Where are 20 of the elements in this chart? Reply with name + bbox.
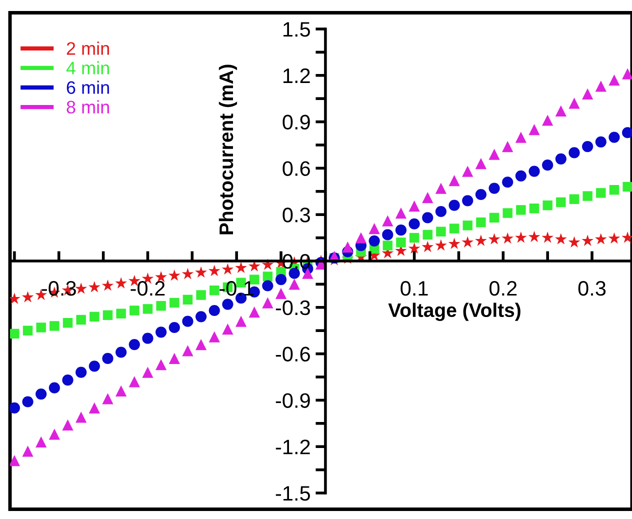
- y-tick-label: -1.2: [276, 440, 310, 454]
- x-tick-label: 0.2: [489, 280, 517, 296]
- y-tick-label: 0.3: [282, 208, 310, 222]
- y-tick-label: -0.3: [276, 300, 310, 316]
- x-tick-label: 0.3: [578, 280, 606, 296]
- y-tick-label: 0.6: [282, 161, 310, 176]
- x-tick-label: -0.2: [130, 280, 165, 296]
- y-tick-label: -0.6: [276, 346, 310, 362]
- y-tick-label: 0.9: [282, 114, 310, 130]
- legend-label: 4 min: [66, 61, 109, 74]
- y-tick-label: 1.5: [283, 22, 310, 37]
- legend-label: 2 min: [66, 42, 109, 55]
- x-axis-title: Voltage (Volts): [388, 302, 520, 321]
- y-tick-label: -0.9: [276, 393, 310, 408]
- x-tick-label: 0.1: [400, 280, 428, 296]
- legend-label: 8 min: [66, 100, 109, 114]
- y-tick-label: 1.2: [283, 68, 310, 83]
- y-axis-title: Photocurrent (mA): [218, 64, 238, 234]
- y-tick-label: -1.5: [276, 486, 310, 501]
- legend-label: 6 min: [66, 80, 109, 94]
